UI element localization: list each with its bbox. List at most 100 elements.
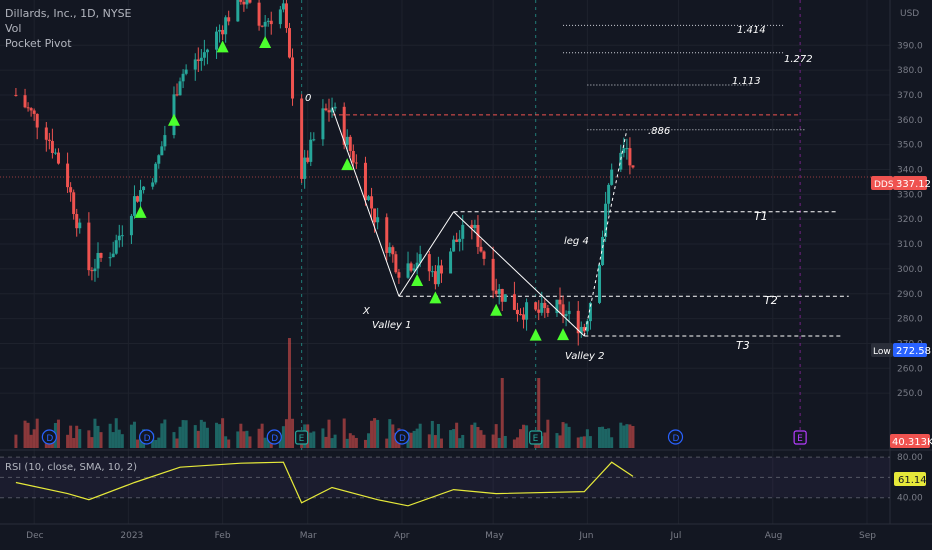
dividend-marker[interactable]: D: [667, 429, 684, 445]
rsi-legend[interactable]: RSI (10, close, SMA, 10, 2): [5, 462, 138, 473]
earnings-marker[interactable]: E: [793, 430, 807, 445]
label-valley2: Valley 2: [565, 351, 605, 362]
volume-bar: [266, 439, 270, 448]
volume-bar: [312, 431, 316, 448]
volume-bar: [236, 431, 240, 448]
candle-body: [388, 247, 392, 253]
volume-bar: [601, 426, 605, 448]
time-tick: Jun: [578, 531, 593, 541]
dividend-marker[interactable]: D: [41, 429, 57, 445]
volume-bar: [622, 425, 626, 448]
volume-bar: [436, 423, 440, 448]
volume-bar: [14, 434, 18, 448]
volume-bar: [227, 439, 231, 448]
label-x: X: [362, 306, 371, 317]
volume-bar: [607, 428, 611, 448]
svg-text:D: D: [673, 434, 680, 444]
dividend-marker[interactable]: D: [394, 429, 410, 445]
svg-text:61.14: 61.14: [898, 475, 927, 486]
svg-text:E: E: [299, 434, 305, 444]
earnings-marker[interactable]: E: [295, 430, 309, 445]
candle-body: [567, 310, 571, 315]
candle-body: [129, 215, 133, 236]
svg-text:E: E: [533, 434, 539, 444]
volume-bar: [291, 418, 295, 448]
candle-body: [50, 140, 54, 153]
pattern-lines: [331, 107, 628, 337]
volume-bar: [129, 424, 133, 448]
candle-body: [622, 148, 626, 153]
dividend-marker[interactable]: D: [266, 429, 282, 445]
volume-bar: [120, 434, 124, 448]
volume-bar: [588, 436, 592, 448]
candle-body: [470, 224, 474, 229]
volume-label[interactable]: Vol: [5, 22, 22, 35]
candle-body: [236, 0, 240, 22]
candle-body: [72, 192, 76, 215]
candle-body: [224, 17, 228, 35]
time-tick: 2023: [120, 531, 143, 541]
volume-bar: [175, 438, 179, 448]
volume-bar: [69, 425, 73, 448]
volume-bar: [452, 429, 456, 448]
candle-body: [221, 29, 225, 35]
candle-body: [300, 98, 304, 179]
time-tick: Aug: [765, 531, 783, 541]
volume-bar: [385, 438, 389, 448]
candle-body: [373, 208, 377, 223]
candle-body: [281, 3, 285, 10]
pattern-leg: [453, 211, 585, 337]
rsi-tick: 40.00: [897, 494, 923, 504]
candle-body: [515, 309, 519, 315]
volume-bar: [433, 435, 437, 448]
candle-body: [415, 262, 419, 269]
candle-body: [540, 302, 544, 313]
price-tick: 300.0: [897, 265, 923, 275]
candle-body: [561, 304, 565, 317]
candle-body: [397, 272, 401, 278]
candle-body: [69, 187, 73, 193]
candle-body: [32, 110, 36, 114]
candle-body: [175, 94, 179, 96]
earnings-marker[interactable]: E: [529, 430, 543, 445]
indicator-label[interactable]: Pocket Pivot: [5, 37, 72, 50]
svg-text:DDS: DDS: [874, 180, 894, 190]
candle-body: [75, 214, 79, 229]
candle-body: [26, 107, 30, 109]
candle-body: [494, 290, 498, 294]
volume-bar: [470, 424, 474, 448]
volume-bar: [582, 436, 586, 448]
candle-body: [449, 251, 453, 274]
rsi-panel: [0, 456, 890, 507]
volume-bar: [72, 438, 76, 448]
pattern-leg: [398, 211, 455, 297]
time-axis: Dec 2023 Feb Mar Apr May Jun Jul Aug Sep: [26, 531, 876, 541]
volume-bar: [564, 423, 568, 448]
volume-bar: [281, 426, 285, 448]
volume-bar: [455, 422, 459, 448]
dividend-marker[interactable]: D: [139, 429, 155, 445]
volume-bar: [260, 423, 264, 448]
volume-bar: [409, 432, 413, 448]
volume-bar: [224, 436, 228, 448]
volume-bar: [512, 439, 516, 448]
volume-bar: [579, 436, 583, 448]
time-tick: Dec: [26, 531, 43, 541]
volume-bar: [96, 425, 100, 448]
candle-body: [321, 108, 325, 140]
label-zero: 0: [305, 93, 311, 104]
volume-bar: [330, 438, 334, 448]
level-lines: [0, 24, 890, 337]
candle-body: [582, 326, 586, 332]
volume-bar: [537, 378, 541, 448]
volume-bar: [491, 434, 495, 448]
candle-body: [394, 254, 398, 273]
symbol-title[interactable]: Dillards, Inc., 1D, NYSE: [5, 7, 132, 20]
pocket-pivot-markers: [134, 36, 570, 341]
candle-body: [579, 326, 583, 334]
pivot-triangle: [411, 273, 424, 286]
volume-bar: [29, 434, 33, 448]
price-tick: 320.0: [897, 215, 923, 225]
candle-body: [418, 254, 422, 263]
